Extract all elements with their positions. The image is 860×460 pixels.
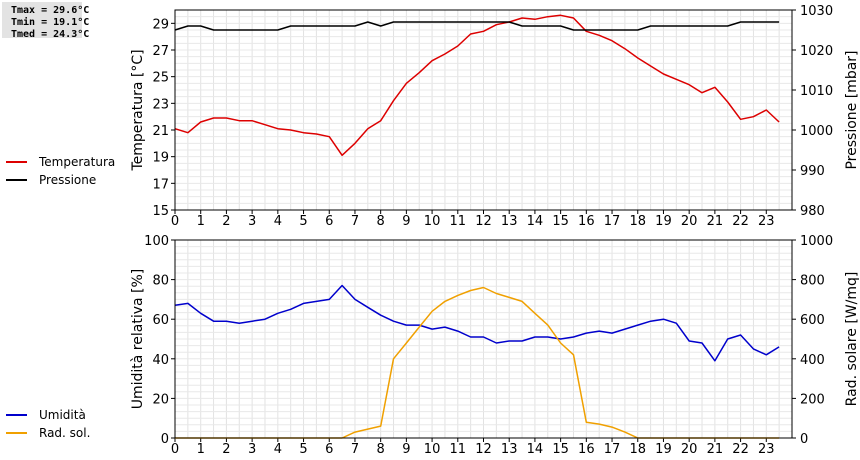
y-left-tick-label: 40 bbox=[152, 353, 169, 368]
humidity-radiation-panel: 0 1 2 3 4 5 6 7 8 9 10 11 12 13 14 15 16 17 18 19 20 21 22 2302… bbox=[6, 234, 860, 457]
y-right-tick-label: 1010 bbox=[800, 84, 833, 99]
y-right-tick-label: 1000 bbox=[800, 234, 833, 249]
plot-frame bbox=[174, 9, 793, 211]
x-tick-label: 3 bbox=[248, 442, 256, 457]
legend-label: Umidità bbox=[39, 408, 86, 422]
x-tick-label: 2 bbox=[222, 214, 230, 229]
x-tick-label: 12 bbox=[475, 214, 492, 229]
x-tick-label: 21 bbox=[707, 214, 724, 229]
y-left-tick-label: 100 bbox=[144, 234, 169, 249]
x-tick-label: 20 bbox=[681, 214, 698, 229]
x-tick-label: 8 bbox=[377, 214, 385, 229]
x-tick-label: 15 bbox=[552, 214, 569, 229]
x-tick-label: 14 bbox=[527, 442, 544, 457]
x-tick-label: 5 bbox=[299, 442, 307, 457]
x-tick-label: 8 bbox=[377, 442, 385, 457]
x-tick-label: 2 bbox=[222, 442, 230, 457]
y-left-tick-label: 21 bbox=[152, 124, 169, 139]
y-right-tick-label: 980 bbox=[800, 204, 825, 219]
y-left-axis-title: Umidità relativa [%] bbox=[130, 269, 146, 410]
y-left-tick-label: 60 bbox=[152, 313, 169, 328]
y-right-tick-label: 1030 bbox=[800, 4, 833, 19]
x-tick-label: 18 bbox=[629, 214, 646, 229]
y-left-tick-label: 29 bbox=[152, 17, 169, 32]
x-tick-label: 23 bbox=[758, 442, 775, 457]
x-tick-label: 9 bbox=[402, 442, 410, 457]
y-left-tick-label: 27 bbox=[152, 44, 169, 59]
x-tick-label: 5 bbox=[299, 214, 307, 229]
x-tick-label: 21 bbox=[707, 442, 724, 457]
tmed-text: Tmed = 24.3°C bbox=[11, 29, 90, 40]
x-tick-label: 3 bbox=[248, 214, 256, 229]
y-left-tick-label: 15 bbox=[152, 204, 169, 219]
y-right-tick-label: 1000 bbox=[800, 124, 833, 139]
x-tick-label: 14 bbox=[527, 214, 544, 229]
y-left-tick-label: 20 bbox=[152, 392, 169, 407]
x-tick-label: 12 bbox=[475, 442, 492, 457]
x-tick-label: 17 bbox=[604, 442, 621, 457]
y-left-tick-label: 25 bbox=[152, 71, 169, 86]
x-tick-label: 19 bbox=[655, 214, 672, 229]
x-tick-label: 19 bbox=[655, 442, 672, 457]
x-tick-label: 1 bbox=[197, 214, 205, 229]
x-tick-label: 18 bbox=[629, 442, 646, 457]
x-tick-label: 1 bbox=[197, 442, 205, 457]
y-right-axis-title: Pressione [mbar] bbox=[844, 50, 860, 169]
tmax-text: Tmax = 29.6°C bbox=[11, 5, 90, 16]
x-tick-label: 4 bbox=[274, 442, 282, 457]
x-tick-label: 6 bbox=[325, 214, 333, 229]
x-tick-label: 11 bbox=[450, 214, 467, 229]
y-right-tick-label: 200 bbox=[800, 392, 825, 407]
x-tick-label: 7 bbox=[351, 214, 359, 229]
x-tick-label: 22 bbox=[732, 442, 749, 457]
y-right-tick-label: 0 bbox=[800, 432, 808, 447]
stats-box: Tmax = 29.6°C Tmin = 19.1°C Tmed = 24.3°… bbox=[2, 2, 90, 40]
y-right-tick-label: 1020 bbox=[800, 44, 833, 59]
temperature-pressure-panel: 0 1 2 3 4 5 6 7 8 9 10 11 12 13 14 15 16 17 18 19 20 21 22 2315… bbox=[6, 4, 860, 229]
plot-frame bbox=[174, 239, 793, 439]
series-line-umidit- bbox=[174, 284, 780, 362]
legend-label: Rad. sol. bbox=[39, 426, 90, 440]
x-tick-label: 22 bbox=[732, 214, 749, 229]
x-tick-label: 13 bbox=[501, 442, 518, 457]
series-line-pressione bbox=[174, 21, 780, 31]
x-tick-label: 0 bbox=[171, 442, 179, 457]
x-tick-label: 10 bbox=[424, 442, 441, 457]
y-left-tick-label: 23 bbox=[152, 97, 169, 112]
y-right-axis-title: Rad. solare [W/mq] bbox=[844, 272, 860, 407]
y-right-tick-label: 990 bbox=[800, 164, 825, 179]
x-tick-label: 16 bbox=[578, 214, 595, 229]
y-left-tick-label: 0 bbox=[161, 432, 169, 447]
y-left-axis-title: Temperatura [°C] bbox=[130, 49, 146, 171]
x-tick-label: 17 bbox=[604, 214, 621, 229]
x-tick-label: 13 bbox=[501, 214, 518, 229]
x-tick-label: 7 bbox=[351, 442, 359, 457]
x-tick-label: 23 bbox=[758, 214, 775, 229]
legend-label: Temperatura bbox=[38, 155, 115, 169]
y-right-tick-label: 800 bbox=[800, 274, 825, 289]
x-tick-label: 6 bbox=[325, 442, 333, 457]
x-tick-label: 9 bbox=[402, 214, 410, 229]
legend-label: Pressione bbox=[39, 173, 96, 187]
x-tick-label: 15 bbox=[552, 442, 569, 457]
y-right-tick-label: 400 bbox=[800, 353, 825, 368]
series-line-temperatura bbox=[174, 14, 780, 157]
tmin-text: Tmin = 19.1°C bbox=[11, 17, 90, 28]
x-tick-label: 11 bbox=[450, 442, 467, 457]
y-left-tick-label: 19 bbox=[152, 151, 169, 166]
x-tick-label: 4 bbox=[274, 214, 282, 229]
y-left-tick-label: 80 bbox=[152, 274, 169, 289]
x-tick-label: 16 bbox=[578, 442, 595, 457]
x-tick-label: 20 bbox=[681, 442, 698, 457]
y-right-tick-label: 600 bbox=[800, 313, 825, 328]
x-tick-label: 10 bbox=[424, 214, 441, 229]
y-left-tick-label: 17 bbox=[152, 177, 169, 192]
x-tick-label: 0 bbox=[171, 214, 179, 229]
